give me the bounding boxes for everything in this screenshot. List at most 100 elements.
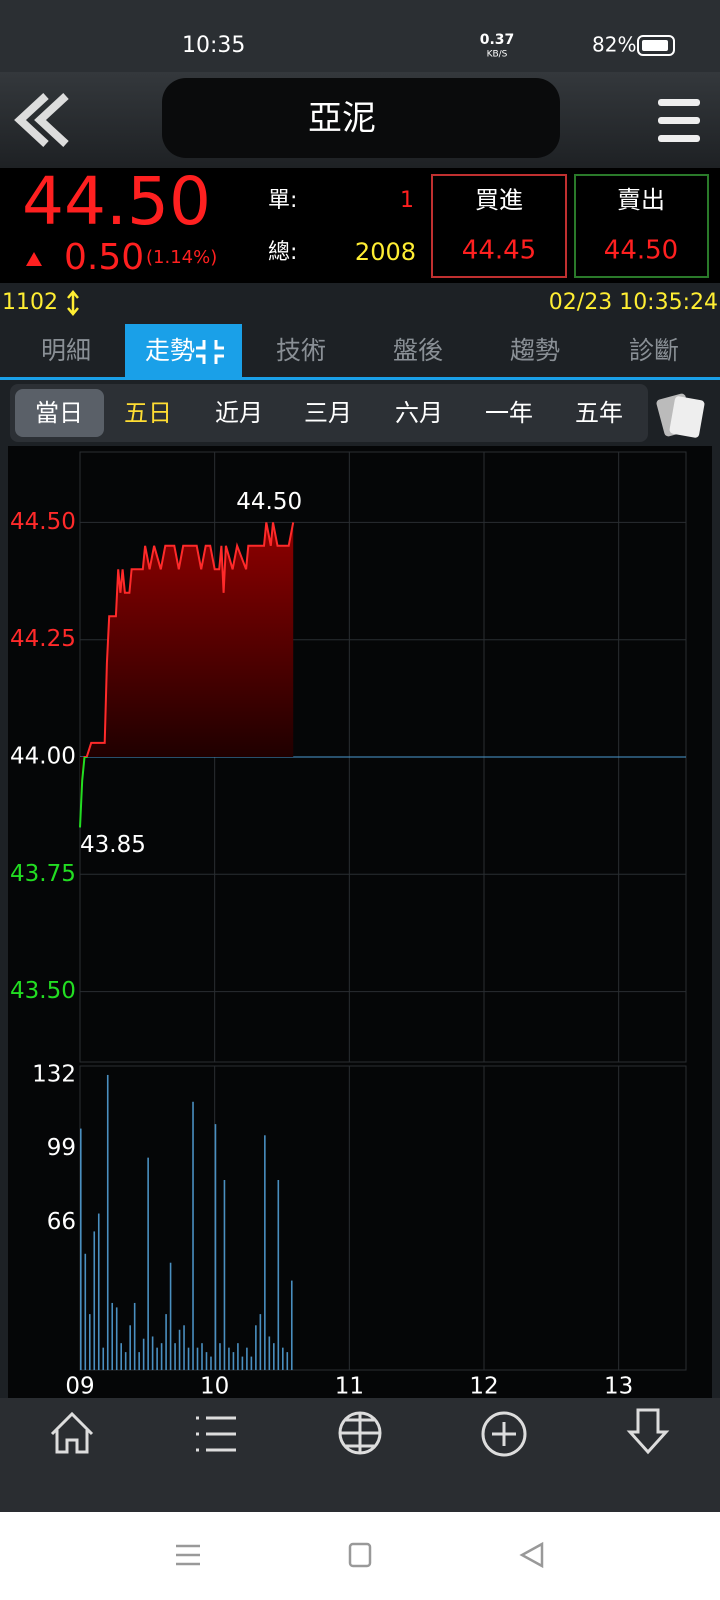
volume-bar bbox=[268, 1336, 271, 1370]
volume-bar bbox=[246, 1347, 248, 1370]
tab-underline bbox=[0, 377, 720, 380]
sell-price: 44.50 bbox=[604, 236, 678, 266]
sell-button[interactable] bbox=[574, 174, 709, 278]
total-value: 2008 bbox=[355, 238, 416, 266]
volume-bar bbox=[250, 1356, 253, 1370]
volume-bar bbox=[142, 1338, 145, 1370]
volume-bar bbox=[129, 1325, 131, 1370]
volume-bar bbox=[259, 1314, 262, 1370]
volume-bar bbox=[169, 1262, 172, 1370]
volume-bar bbox=[102, 1347, 105, 1370]
volume-tick-label: 66 bbox=[47, 1209, 76, 1235]
period[interactable]: 五日 bbox=[124, 399, 172, 427]
last-price: 44.50 bbox=[22, 163, 211, 240]
volume-bar bbox=[273, 1343, 275, 1370]
volume-bar bbox=[133, 1302, 136, 1370]
tab[interactable]: 診斷 bbox=[629, 336, 679, 365]
info-row bbox=[0, 283, 720, 323]
datetime: 02/23 10:35:24 bbox=[549, 290, 718, 315]
tab[interactable]: 走勢 bbox=[145, 336, 195, 365]
y-tick-label: 44.25 bbox=[10, 626, 76, 652]
volume-bar bbox=[196, 1347, 199, 1370]
volume-bar bbox=[241, 1356, 244, 1370]
volume-bar bbox=[124, 1352, 127, 1370]
volume-bar bbox=[282, 1347, 284, 1370]
annotation: 44.50 bbox=[236, 489, 302, 515]
tab[interactable]: 趨勢 bbox=[510, 336, 560, 365]
volume-tick-label: 99 bbox=[47, 1135, 76, 1161]
stock-name: 亞泥 bbox=[308, 99, 376, 139]
periods: 當日 五日 近月 三月 六月 一年 五年 bbox=[15, 389, 623, 437]
x-tick-label: 09 bbox=[65, 1374, 94, 1400]
y-tick-label: 44.50 bbox=[10, 509, 76, 535]
volume-bar bbox=[223, 1180, 226, 1370]
single-value: 1 bbox=[400, 188, 414, 213]
volume-bar bbox=[255, 1325, 257, 1370]
period[interactable]: 三月 bbox=[304, 399, 352, 427]
x-tick-label: 11 bbox=[335, 1374, 364, 1400]
volume-bar bbox=[228, 1347, 230, 1370]
battery-icon bbox=[637, 35, 675, 56]
battery-fill bbox=[642, 40, 668, 51]
collapse-icon bbox=[196, 340, 224, 364]
tab[interactable]: 明細 bbox=[41, 336, 91, 365]
volume-bar bbox=[187, 1347, 190, 1370]
up-arrow bbox=[26, 252, 42, 266]
back-icon[interactable] bbox=[14, 93, 49, 147]
volume-bar bbox=[111, 1302, 114, 1370]
rotate-icon[interactable] bbox=[656, 393, 705, 439]
y-tick-label: 44.00 bbox=[10, 744, 76, 770]
period[interactable]: 六月 bbox=[395, 399, 443, 427]
volume-bar bbox=[97, 1213, 100, 1370]
x-tick-label: 13 bbox=[604, 1374, 633, 1400]
volume-bar bbox=[192, 1101, 194, 1370]
period[interactable]: 近月 bbox=[215, 399, 263, 427]
tab[interactable]: 盤後 bbox=[393, 336, 443, 365]
menu-icon[interactable] bbox=[658, 99, 700, 142]
y-tick-label: 43.50 bbox=[10, 978, 76, 1004]
period[interactable]: 五年 bbox=[575, 399, 623, 427]
tab[interactable]: 技術 bbox=[276, 336, 326, 365]
volume-bar bbox=[88, 1314, 91, 1370]
volume-bar bbox=[178, 1329, 181, 1370]
y-tick-label: 43.75 bbox=[10, 861, 76, 887]
volume-bar bbox=[183, 1325, 185, 1370]
period-active[interactable] bbox=[15, 389, 104, 437]
annotation: 43.85 bbox=[80, 832, 146, 858]
back-icon-2[interactable] bbox=[34, 93, 69, 147]
buy-button[interactable] bbox=[431, 174, 567, 278]
chart-bg bbox=[8, 446, 712, 1398]
volume-bar bbox=[205, 1352, 208, 1370]
clock: 10:35 bbox=[182, 33, 245, 58]
total-label: 總: bbox=[268, 240, 297, 265]
change-pct: (1.14%) bbox=[146, 247, 217, 268]
stock-code: 1102 bbox=[2, 290, 58, 315]
volume-tick-label: 132 bbox=[32, 1061, 76, 1087]
volume-bar bbox=[286, 1352, 289, 1370]
period[interactable]: 當日 bbox=[35, 399, 83, 427]
volume-bar bbox=[160, 1343, 163, 1370]
tab-active[interactable] bbox=[125, 324, 242, 377]
volume-bar bbox=[232, 1352, 235, 1370]
volume-bar bbox=[151, 1336, 154, 1370]
single-label: 單: bbox=[268, 188, 297, 213]
sort-icon bbox=[67, 290, 79, 316]
status-bar bbox=[0, 0, 720, 72]
volume-bar bbox=[80, 1128, 82, 1370]
tabs: 明細 走勢 技術 盤後 趨勢 診斷 bbox=[41, 324, 679, 377]
period-bar bbox=[10, 384, 648, 442]
volume-bar bbox=[84, 1253, 87, 1370]
period[interactable]: 一年 bbox=[485, 399, 533, 427]
net-speed: 0.37 bbox=[480, 32, 515, 48]
volume-bar bbox=[120, 1343, 122, 1370]
system-buttons bbox=[176, 1541, 544, 1569]
chart: 09 10 11 12 13 43.50 43.75 44.00 44.25 44.50 44.50… bbox=[10, 451, 687, 1400]
nav-icons bbox=[50, 1408, 670, 1457]
battery-text: 82% bbox=[592, 33, 636, 57]
volume-bar bbox=[156, 1347, 158, 1370]
volume-bar bbox=[201, 1343, 203, 1370]
price-area bbox=[80, 522, 294, 828]
volume-bar bbox=[165, 1314, 167, 1370]
